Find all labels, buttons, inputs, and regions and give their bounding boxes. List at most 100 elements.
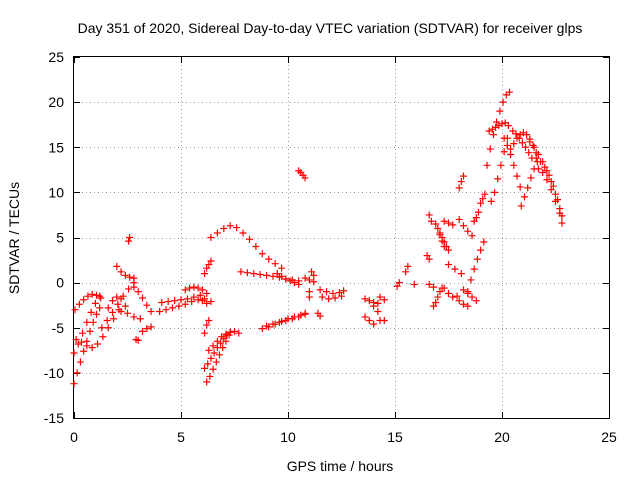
data-point: [216, 351, 224, 359]
data-point: [201, 329, 209, 337]
data-point: [370, 302, 378, 310]
data-point: [430, 302, 438, 310]
data-point: [316, 312, 324, 320]
data-point: [186, 284, 194, 292]
data-point: [491, 188, 499, 196]
data-point: [393, 282, 401, 290]
data-point: [374, 308, 382, 316]
data-point: [109, 297, 117, 305]
data-point: [520, 193, 528, 201]
data-point: [134, 288, 142, 296]
data-point: [457, 178, 465, 186]
data-point: [147, 323, 155, 331]
data-point: [213, 344, 221, 352]
data-point: [483, 161, 491, 169]
data-point: [203, 321, 211, 329]
data-point: [464, 288, 472, 296]
data-point: [537, 158, 545, 166]
data-point: [524, 184, 532, 192]
data-point: [331, 294, 339, 302]
data-point: [237, 268, 245, 276]
data-point: [445, 219, 452, 227]
data-point: [556, 209, 564, 217]
data-point: [380, 317, 388, 325]
data-point: [181, 286, 189, 294]
data-point: [190, 293, 198, 301]
data-point: [70, 349, 78, 357]
data-point: [206, 372, 214, 380]
data-point: [329, 289, 337, 297]
data-point: [534, 165, 542, 173]
data-point: [496, 107, 504, 115]
data-point: [374, 299, 382, 307]
data-point: [201, 364, 209, 372]
data-point: [164, 298, 172, 306]
data-point: [425, 211, 433, 219]
data-point: [425, 255, 433, 263]
data-point: [547, 178, 555, 186]
data-point: [525, 149, 533, 157]
data-point: [194, 284, 202, 292]
data-point: [210, 349, 218, 357]
x-tick-label: 0: [70, 429, 78, 445]
data-point: [130, 274, 138, 282]
data-point: [203, 378, 211, 386]
data-point: [445, 289, 452, 297]
data-point: [222, 330, 230, 338]
data-point: [269, 320, 277, 328]
data-point: [183, 295, 191, 303]
data-point: [552, 197, 559, 205]
y-axis-label: SDTVAR / TECUs: [6, 182, 22, 294]
data-point: [288, 315, 296, 323]
data-point: [94, 340, 102, 348]
data-point: [252, 243, 260, 251]
data-point: [526, 138, 534, 146]
data-point: [91, 299, 99, 307]
data-point: [541, 163, 549, 171]
data-point: [130, 313, 138, 321]
data-point: [275, 318, 283, 326]
data-point: [481, 190, 489, 198]
data-point: [527, 174, 535, 182]
data-point: [125, 237, 133, 245]
data-point: [445, 261, 452, 269]
data-point: [505, 88, 513, 96]
data-point: [423, 252, 431, 260]
data-point: [489, 131, 497, 139]
data-point: [513, 134, 521, 142]
data-point: [470, 265, 478, 273]
data-point: [500, 134, 508, 142]
data-point: [86, 327, 94, 335]
data-point: [198, 286, 206, 294]
data-point: [432, 298, 440, 306]
data-point: [523, 131, 531, 139]
data-point: [263, 322, 271, 330]
grid-layer: [74, 57, 609, 418]
data-point: [177, 296, 185, 304]
data-point: [198, 297, 206, 305]
data-point: [233, 224, 241, 232]
data-point: [532, 154, 540, 162]
data-point: [92, 310, 100, 318]
data-point: [503, 141, 511, 149]
y-tick-label: 5: [56, 230, 64, 246]
data-point: [213, 229, 221, 237]
data-point: [404, 262, 412, 270]
data-point: [203, 289, 211, 297]
data-point: [104, 324, 112, 332]
data-point: [220, 224, 228, 232]
data-point: [96, 304, 104, 312]
data-point: [124, 309, 131, 317]
data-point: [207, 257, 215, 265]
data-point: [73, 369, 81, 377]
data-point: [513, 172, 521, 180]
data-point: [250, 270, 258, 278]
x-tick-label: 25: [601, 429, 617, 445]
data-point: [455, 184, 463, 192]
data-point: [549, 182, 557, 190]
data-point: [207, 298, 215, 306]
data-point: [301, 274, 309, 282]
data-point: [442, 243, 450, 251]
data-point: [316, 286, 324, 294]
